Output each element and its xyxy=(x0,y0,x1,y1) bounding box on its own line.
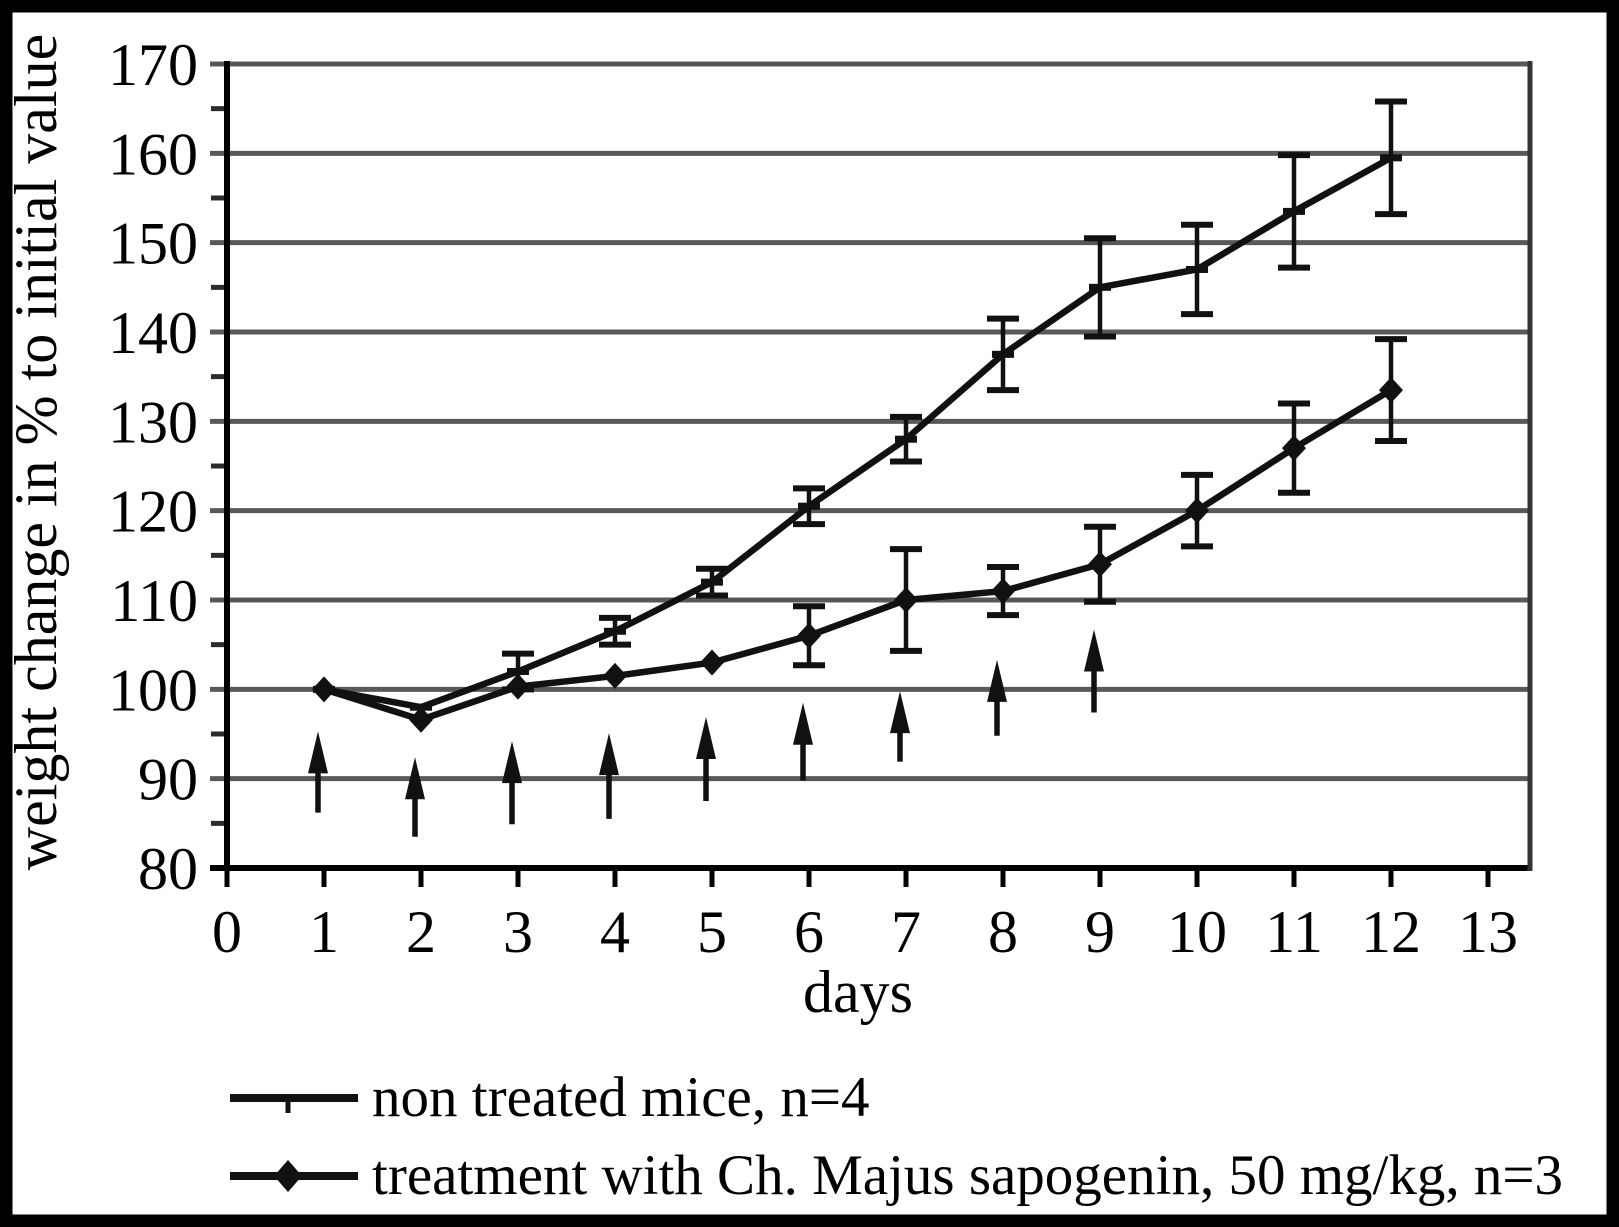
x-tick-label-2: 2 xyxy=(406,899,436,965)
x-tick-label-5: 5 xyxy=(697,899,727,965)
legend-label-treated: treatment with Ch. Majus sapogenin, 50 m… xyxy=(372,1144,1563,1207)
diamond-marker-icon xyxy=(894,587,918,613)
arrow-up-icon xyxy=(502,741,522,784)
treatment-arrow-day-2 xyxy=(405,757,425,837)
tick-marker-icon xyxy=(895,435,917,443)
x-tick-label-0: 0 xyxy=(212,899,242,965)
tick-marker-icon xyxy=(1283,207,1305,215)
arrow-up-icon xyxy=(987,659,1007,702)
y-tick-label-140: 140 xyxy=(108,300,198,366)
tick-marker-icon xyxy=(992,350,1014,358)
diamond-marker-icon xyxy=(1282,435,1306,462)
x-tick-label-12: 12 xyxy=(1361,899,1421,965)
series-treated xyxy=(312,336,1407,733)
y-axis-title: weight change in % to initial value xyxy=(3,34,69,870)
diamond-marker-icon xyxy=(409,706,433,733)
treatment-arrow-day-8 xyxy=(987,659,1007,736)
diamond-marker-icon xyxy=(700,649,724,676)
series-line xyxy=(320,154,1395,711)
x-tick-label-10: 10 xyxy=(1167,899,1227,965)
diamond-marker-icon xyxy=(991,578,1015,605)
arrow-up-icon xyxy=(599,733,619,776)
series-line xyxy=(320,386,1395,723)
arrow-up-icon xyxy=(890,691,910,734)
x-tick-label-8: 8 xyxy=(988,899,1018,965)
arrow-up-icon xyxy=(1084,629,1104,672)
x-tick-label-11: 11 xyxy=(1265,899,1323,965)
y-tick-label-80: 80 xyxy=(138,836,198,902)
x-tick-label-6: 6 xyxy=(794,899,824,965)
tick-marker-icon xyxy=(1089,283,1111,291)
treatment-arrow-day-1 xyxy=(308,731,328,813)
diamond-marker-icon xyxy=(797,622,821,649)
treatment-arrow-day-6 xyxy=(793,702,813,781)
treatment-arrow-day-3 xyxy=(502,741,522,825)
legend-label-non-treated: non treated mice, n=4 xyxy=(372,1066,869,1129)
treatment-arrow-day-7 xyxy=(890,691,910,762)
tick-marker-icon xyxy=(604,627,626,635)
tick-marker-icon xyxy=(798,502,820,510)
arrow-up-icon xyxy=(308,731,328,774)
arrow-up-icon xyxy=(405,757,425,800)
x-tick-label-7: 7 xyxy=(891,899,921,965)
tick-marker-icon xyxy=(507,667,529,675)
legend-diamond-marker-icon xyxy=(274,1160,302,1192)
x-tick-label-13: 13 xyxy=(1458,899,1518,965)
tick-marker-icon xyxy=(701,578,723,586)
arrow-up-icon xyxy=(793,702,813,745)
x-tick-label-4: 4 xyxy=(600,899,630,965)
y-tick-label-90: 90 xyxy=(138,747,198,813)
x-axis-title: days xyxy=(803,959,913,1025)
diamond-marker-icon xyxy=(1379,377,1403,404)
series-non-treated xyxy=(313,98,1407,711)
arrow-up-icon xyxy=(696,717,716,760)
diamond-marker-icon xyxy=(506,673,530,700)
diamond-marker-icon xyxy=(1088,551,1112,578)
x-tick-label-3: 3 xyxy=(503,899,533,965)
treatment-arrow-day-4 xyxy=(599,733,619,819)
tick-marker-icon xyxy=(1380,154,1402,162)
plot-area: 0 1 2 3 4 5 6 7 8 9 10 11 12 138090100110120130140150… xyxy=(108,32,1533,965)
x-tick-label-1: 1 xyxy=(309,899,339,965)
y-tick-label-120: 120 xyxy=(108,479,198,545)
treatment-arrow-day-9 xyxy=(1084,629,1104,713)
legend-item-non-treated: non treated mice, n=4 xyxy=(230,1066,869,1129)
diamond-marker-icon xyxy=(312,676,336,703)
tick-marker-icon xyxy=(1186,265,1208,273)
y-tick-label-110: 110 xyxy=(110,568,198,634)
diamond-marker-icon xyxy=(603,662,627,689)
y-tick-label-170: 170 xyxy=(108,32,198,98)
x-tick-label-9: 9 xyxy=(1085,899,1115,965)
treatment-arrow-day-5 xyxy=(696,717,716,801)
diamond-marker-icon xyxy=(1185,497,1209,524)
y-tick-label-160: 160 xyxy=(108,121,198,187)
legend: non treated mice, n=4 treatment with Ch.… xyxy=(230,1066,1563,1207)
y-tick-label-150: 150 xyxy=(108,211,198,277)
legend-item-treated: treatment with Ch. Majus sapogenin, 50 m… xyxy=(230,1144,1563,1207)
y-tick-label-130: 130 xyxy=(108,389,198,455)
y-tick-label-100: 100 xyxy=(108,657,198,723)
